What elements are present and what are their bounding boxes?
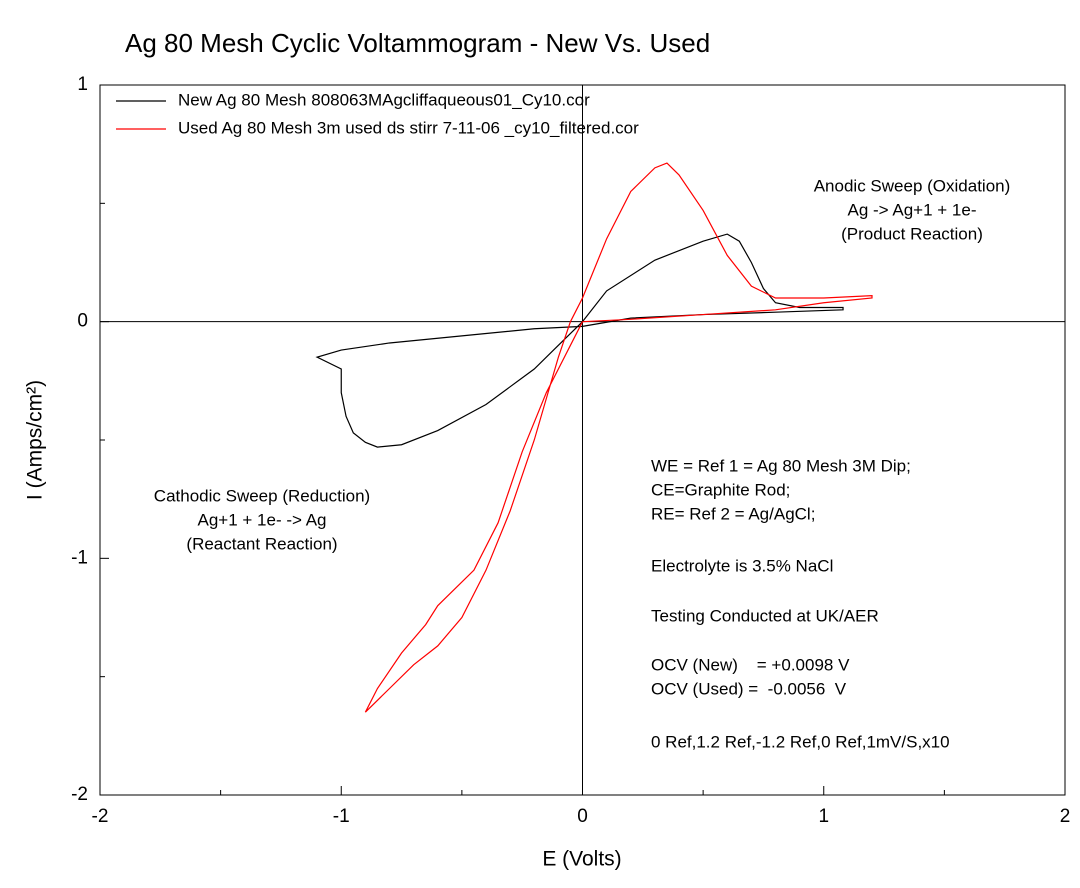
y-axis-label: I (Amps/cm²) — [24, 380, 47, 500]
annotation: Anodic Sweep (Oxidation) — [814, 176, 1011, 195]
annotation: CE=Graphite Rod; — [651, 480, 790, 499]
y-tick-label: -1 — [71, 547, 88, 568]
legend-label: New Ag 80 Mesh 808063MAgcliffaqueous01_C… — [178, 90, 590, 109]
annotation: WE = Ref 1 = Ag 80 Mesh 3M Dip; — [651, 456, 911, 475]
chart-title: Ag 80 Mesh Cyclic Voltammogram - New Vs.… — [125, 28, 710, 58]
annotation: Ag -> Ag+1 + 1e- — [847, 200, 976, 219]
annotation: (Reactant Reaction) — [186, 534, 337, 553]
y-tick-label: 0 — [77, 311, 88, 332]
annotation: (Product Reaction) — [841, 224, 983, 243]
annotation: Ag+1 + 1e- -> Ag — [197, 510, 326, 529]
annotation: RE= Ref 2 = Ag/AgCl; — [651, 504, 815, 523]
x-tick-label: 1 — [818, 806, 829, 827]
x-tick-label: -2 — [92, 806, 109, 827]
x-tick-label: 0 — [577, 806, 588, 827]
x-tick-label: -1 — [333, 806, 350, 827]
annotation: Electrolyte is 3.5% NaCl — [651, 556, 833, 575]
annotation: 0 Ref,1.2 Ref,-1.2 Ref,0 Ref,1mV/S,x10 — [651, 732, 950, 751]
y-tick-label: -2 — [71, 784, 88, 805]
x-axis-label: E (Volts) — [542, 848, 621, 871]
annotation: Testing Conducted at UK/AER — [651, 606, 879, 625]
series-line — [364, 162, 873, 713]
annotation: OCV (New) = +0.0098 V — [651, 655, 850, 674]
legend-label: Used Ag 80 Mesh 3m used ds stirr 7-11-06… — [178, 118, 639, 137]
x-tick-label: 2 — [1060, 806, 1071, 827]
annotation: Cathodic Sweep (Reduction) — [154, 486, 370, 505]
y-tick-label: 1 — [77, 74, 88, 95]
series-line — [315, 233, 844, 448]
annotation: OCV (Used) = -0.0056 V — [651, 679, 847, 698]
